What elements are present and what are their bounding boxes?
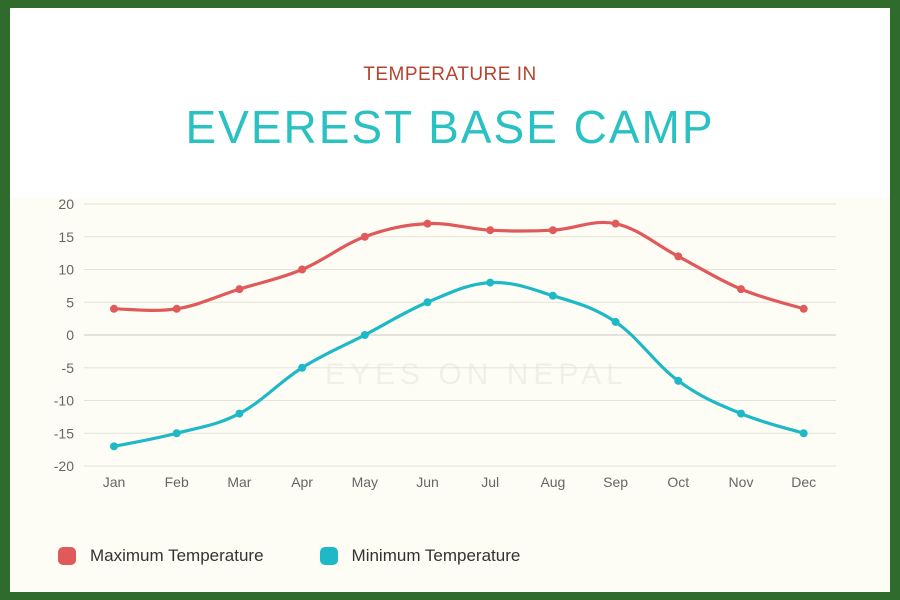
y-tick-label: -5: [62, 360, 75, 376]
x-tick-label: Jun: [416, 474, 439, 490]
y-tick-label: 10: [58, 262, 74, 278]
x-tick-label: Aug: [540, 474, 565, 490]
x-tick-label: Nov: [729, 474, 754, 490]
max-temperature-point[interactable]: [548, 226, 557, 235]
min-temperature-point[interactable]: [611, 317, 620, 326]
max-temperature-point[interactable]: [737, 285, 745, 294]
y-axis-ticks: 20 15 10 5 0 -5 -10 -15 -20: [54, 196, 74, 474]
x-tick-label: Apr: [291, 474, 313, 490]
min-temperature-point[interactable]: [110, 442, 118, 451]
y-tick-label: -15: [54, 425, 74, 441]
grid-lines: [84, 203, 836, 467]
min-temperature-point[interactable]: [548, 291, 557, 300]
min-temperature-point[interactable]: [235, 409, 244, 418]
y-tick-label: 15: [58, 229, 74, 245]
min-temperature-point[interactable]: [737, 409, 745, 418]
max-temperature-point[interactable]: [360, 232, 369, 241]
series-lines: [110, 219, 808, 451]
max-temperature-point[interactable]: [298, 265, 307, 274]
max-temperature-point[interactable]: [423, 219, 432, 228]
legend-swatch-max: [58, 547, 76, 565]
min-temperature-point[interactable]: [486, 278, 495, 287]
x-tick-label: Oct: [667, 474, 689, 490]
max-temperature-point[interactable]: [172, 304, 181, 313]
legend-label-max: Maximum Temperature: [90, 546, 264, 565]
max-temperature-point[interactable]: [674, 252, 683, 261]
min-temperature-point[interactable]: [799, 429, 808, 438]
min-temperature-point[interactable]: [423, 298, 432, 307]
y-tick-label: -10: [54, 393, 74, 409]
chart-subtitle: TEMPERATURE IN: [363, 64, 537, 85]
min-temperature-point[interactable]: [360, 331, 369, 339]
y-tick-label: 5: [66, 294, 74, 310]
legend-item-min[interactable]: Minimum Temperature: [319, 546, 521, 566]
chart-title: EVEREST BASE CAMP: [185, 101, 715, 153]
chart-frame: TEMPERATURE IN EVEREST BASE CAMP EYES ON…: [10, 8, 890, 592]
watermark: EYES ON NEPAL: [325, 358, 628, 391]
max-temperature-point[interactable]: [486, 226, 495, 235]
legend-swatch-min: [319, 547, 338, 565]
y-tick-label: -20: [54, 458, 74, 474]
min-temperature-point[interactable]: [674, 376, 683, 385]
min-temperature-line: [112, 280, 806, 448]
legend-label-min: Minimum Temperature: [351, 546, 521, 565]
y-tick-label: 0: [66, 327, 74, 343]
x-axis-ticks: Jan Feb Mar Apr May Jun Jul Aug Sep Oct Nov Dec: [103, 474, 816, 490]
x-tick-label: Feb: [165, 474, 189, 490]
x-tick-label: Mar: [227, 474, 251, 490]
min-temperature-point[interactable]: [298, 363, 307, 372]
min-temperature-point[interactable]: [172, 429, 181, 438]
line-chart: 20 15 10 5 0 -5 -10 -15 -20 Jan Feb Mar Apr May Jun Ju…: [54, 196, 836, 490]
header: TEMPERATURE IN EVEREST BASE CAMP: [10, 8, 890, 198]
max-temperature-point[interactable]: [611, 219, 620, 228]
max-temperature-point[interactable]: [235, 285, 244, 294]
x-tick-label: Dec: [791, 474, 816, 490]
y-tick-label: 20: [58, 196, 74, 212]
x-tick-label: Jan: [103, 474, 126, 490]
x-tick-label: May: [352, 474, 378, 490]
max-temperature-point[interactable]: [799, 304, 808, 313]
max-temperature-line: [112, 220, 806, 312]
legend: Maximum Temperature Minimum Temperature: [58, 546, 576, 566]
x-tick-label: Sep: [603, 474, 628, 490]
x-tick-label: Jul: [481, 474, 499, 490]
legend-item-max[interactable]: Maximum Temperature: [58, 546, 264, 566]
max-temperature-point[interactable]: [110, 304, 118, 313]
